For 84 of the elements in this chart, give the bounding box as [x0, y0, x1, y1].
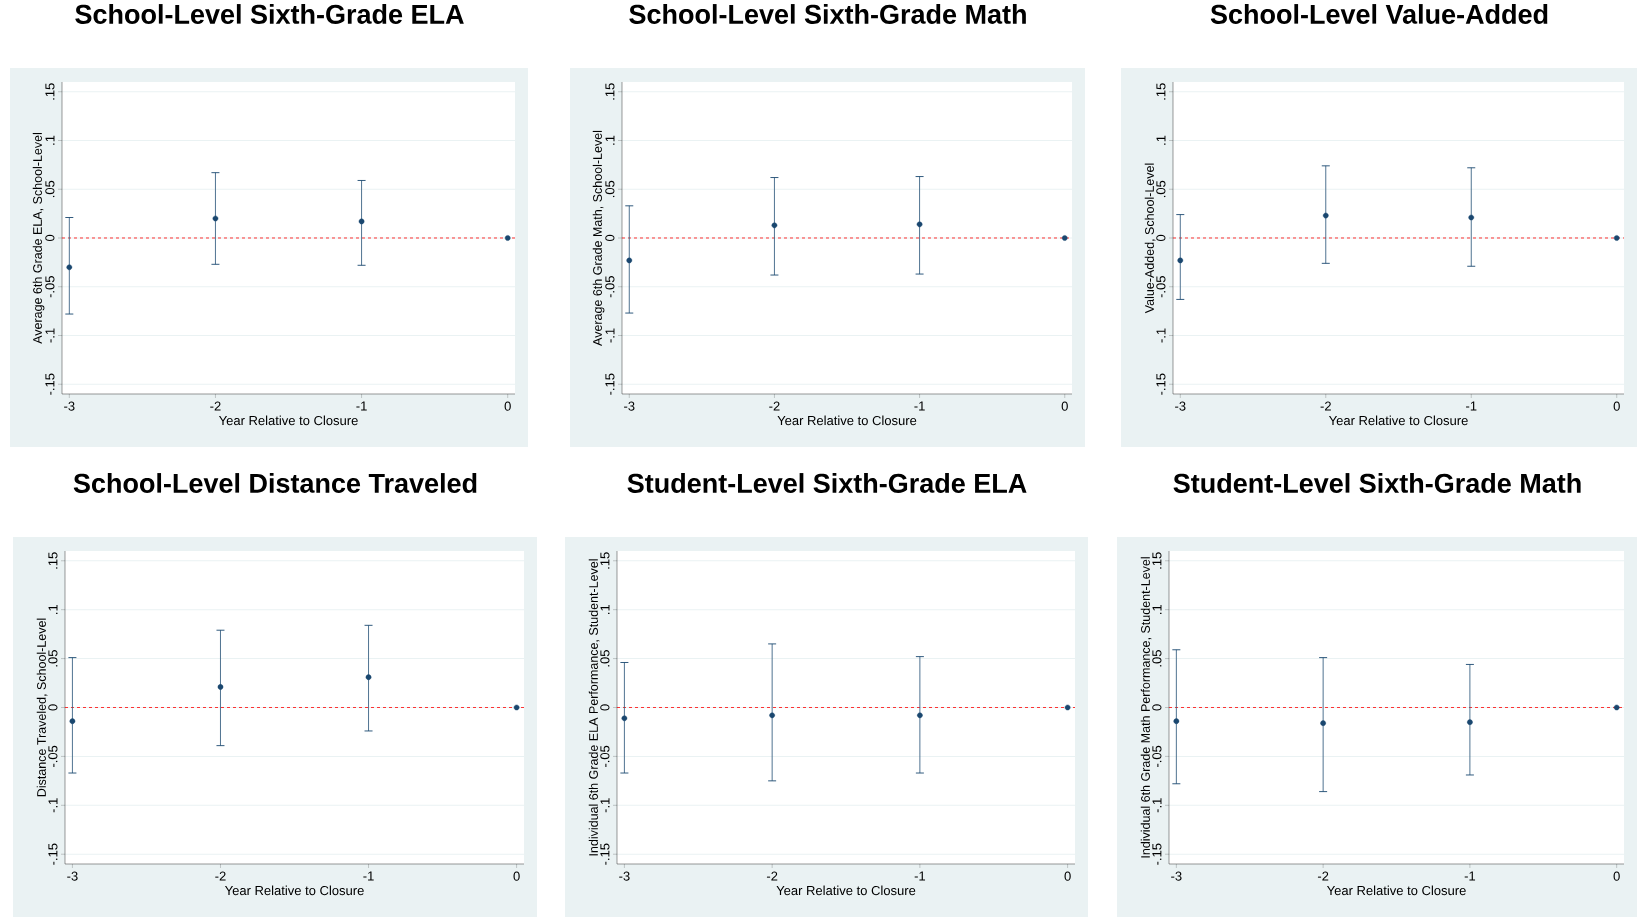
x-tick-label: -3 — [64, 401, 75, 411]
x-axis-title: Year Relative to Closure — [777, 415, 917, 426]
y-tick-label: -.1 — [605, 328, 615, 343]
y-tick-label: -.15 — [45, 373, 55, 395]
x-tick-label: 0 — [1061, 401, 1068, 411]
x-tick-label: -2 — [215, 871, 226, 881]
x-tick-label: -2 — [210, 401, 221, 411]
y-axis-title: Average 6th Grade ELA, School-Level — [32, 133, 45, 344]
x-tick-label: -1 — [363, 871, 374, 881]
y-tick-label: -.1 — [45, 328, 55, 343]
x-tick-label: -1 — [914, 871, 926, 881]
x-tick-label: -1 — [1464, 871, 1476, 881]
y-tick-label: -.15 — [605, 373, 615, 395]
y-tick-label: -.05 — [45, 276, 55, 298]
x-axis-title: Year Relative to Closure — [776, 885, 916, 896]
y-tick-label: .05 — [45, 180, 55, 198]
y-tick-label: -.1 — [48, 798, 58, 813]
y-tick-label: .15 — [600, 552, 610, 569]
x-axis-title: Year Relative to Closure — [218, 415, 358, 426]
x-tick-label: -1 — [356, 401, 367, 411]
y-tick-label: -.15 — [48, 843, 58, 865]
x-tick-label: -3 — [1171, 871, 1182, 881]
y-tick-label: .1 — [600, 604, 610, 614]
y-tick-label: -.15 — [1156, 373, 1166, 395]
x-tick-label: 0 — [1064, 871, 1071, 881]
y-tick-label: 0 — [1152, 704, 1162, 711]
y-tick-label: .1 — [1152, 604, 1162, 614]
y-axis-title: Distance Traveled, School-Level — [36, 618, 48, 797]
x-tick-label: 0 — [1613, 401, 1620, 411]
y-tick-label: -.05 — [605, 276, 615, 298]
y-tick-label: -.05 — [48, 745, 58, 768]
y-tick-label: -.05 — [1152, 745, 1162, 768]
x-axis-title: Year Relative to Closure — [1326, 885, 1466, 896]
y-tick-label: .1 — [45, 135, 55, 145]
y-tick-label: .15 — [48, 552, 58, 569]
y-tick-label: -.1 — [600, 798, 610, 813]
chart-title: School-Level Sixth-Grade Math — [629, 4, 1026, 24]
y-tick-label: -.15 — [1152, 843, 1162, 865]
y-tick-label: .15 — [1156, 83, 1166, 100]
x-tick-label: -3 — [619, 871, 630, 881]
x-tick-label: -2 — [1320, 401, 1331, 411]
x-tick-label: -1 — [1466, 401, 1477, 411]
y-tick-label: 0 — [605, 234, 615, 242]
y-tick-label: -.1 — [1152, 798, 1162, 813]
x-tick-label: -3 — [624, 401, 635, 411]
x-axis-title: Year Relative to Closure — [1328, 415, 1468, 426]
y-tick-label: .15 — [1152, 552, 1162, 569]
y-tick-label: .1 — [605, 135, 615, 145]
y-tick-label: -.15 — [600, 843, 610, 865]
x-tick-label: -2 — [769, 401, 780, 411]
y-tick-label: .05 — [605, 180, 615, 198]
x-tick-label: -3 — [67, 871, 78, 881]
y-tick-label: -.05 — [600, 745, 610, 768]
y-tick-label: .1 — [1156, 135, 1166, 145]
x-axis-title: Year Relative to Closure — [224, 885, 364, 896]
y-axis-title: Individual 6th Grade Math Performance, Student-Level — [1140, 557, 1152, 858]
x-tick-label: -3 — [1175, 401, 1186, 411]
x-tick-label: 0 — [504, 401, 511, 411]
y-tick-label: .15 — [45, 83, 55, 100]
x-tick-label: -2 — [1317, 871, 1329, 881]
y-axis-title: Average 6th Grade Math, School-Level — [592, 130, 605, 346]
y-tick-label: .05 — [600, 650, 610, 667]
y-tick-label: 0 — [600, 704, 610, 711]
y-axis-title: Value-Added, School-Level — [1144, 163, 1156, 314]
chart-title: School-Level Value-Added — [1210, 4, 1548, 24]
x-tick-label: 0 — [513, 871, 520, 881]
y-tick-label: -.1 — [1156, 328, 1166, 343]
x-tick-label: 0 — [1613, 871, 1620, 881]
y-tick-label: .15 — [605, 83, 615, 100]
y-tick-label: 0 — [48, 704, 58, 711]
y-tick-label: 0 — [1156, 234, 1166, 242]
y-tick-label: .05 — [1156, 180, 1166, 198]
x-tick-label: -1 — [914, 401, 925, 411]
chart-title: School-Level Sixth-Grade ELA — [75, 4, 464, 24]
y-axis-title: Individual 6th Grade ELA Performance, Student-Level — [588, 559, 600, 856]
y-tick-label: .05 — [1152, 650, 1162, 667]
y-tick-label: -.05 — [1156, 276, 1166, 298]
chart-title: School-Level Distance Traveled — [73, 473, 477, 493]
y-tick-label: .05 — [48, 650, 58, 667]
y-tick-label: 0 — [45, 234, 55, 242]
chart-title: Student-Level Sixth-Grade ELA — [627, 473, 1027, 493]
y-tick-label: .1 — [48, 604, 58, 614]
chart-title: Student-Level Sixth-Grade Math — [1173, 473, 1581, 493]
x-tick-label: -2 — [766, 871, 778, 881]
